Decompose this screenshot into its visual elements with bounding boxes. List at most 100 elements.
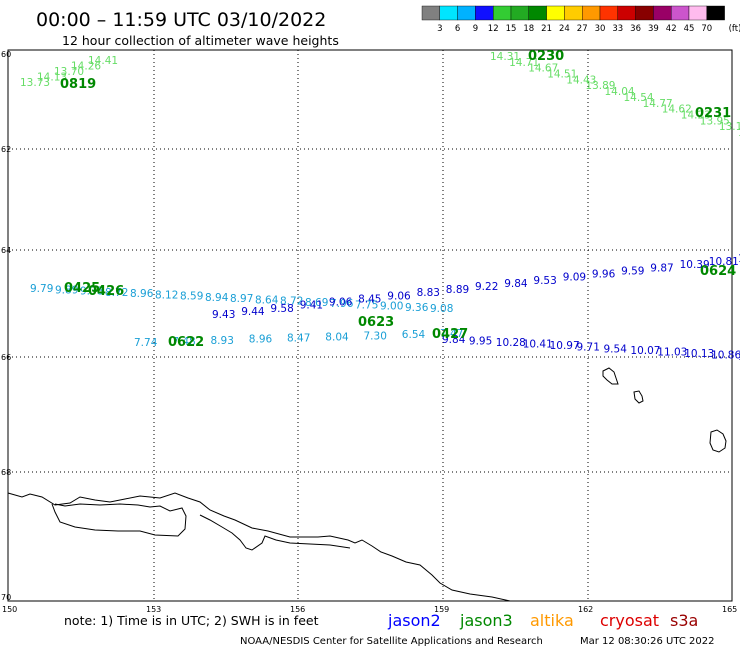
wave-height-value: 7.47: [440, 328, 463, 340]
lon-label: 156: [290, 605, 305, 614]
lon-label: 153: [146, 605, 161, 614]
scale-swatch: [617, 5, 636, 21]
wave-height-value: 9.44: [241, 306, 265, 318]
wave-height-value: 8.97: [230, 293, 253, 305]
footer-timestamp: Mar 12 08:30:26 UTC 2022: [580, 636, 715, 647]
wave-height-value: 9.53: [533, 275, 556, 287]
lat-label: 62: [1, 145, 11, 154]
scale-label: 24: [559, 24, 570, 34]
track-0230-0231: 14.3114.7114.6714.5114.4313.8914.0414.54…: [490, 49, 740, 139]
pass-time-label: 0231: [695, 106, 731, 121]
pass-time-label: 0230: [528, 49, 564, 64]
scale-label: 21: [541, 24, 552, 34]
scale-label: 30: [595, 24, 606, 34]
wave-height-value: 8.93: [211, 335, 234, 347]
wave-height-value: 13.73: [20, 77, 50, 89]
axis-labels: 60 62 64 66 68 70 150 153 156 159 162 165: [1, 50, 737, 614]
wave-height-value: 10.07: [630, 345, 660, 357]
wave-height-value: 8.45: [358, 293, 381, 305]
wave-height-value: 13.26: [738, 127, 740, 139]
wave-height-value: 10.39: [680, 259, 710, 271]
lon-label: 150: [2, 605, 17, 614]
wave-height-value: 9.08: [430, 303, 453, 315]
scale-swatch: [671, 5, 690, 21]
graticule: [8, 50, 732, 601]
pass-time-label: 0427: [432, 327, 468, 342]
wave-height-value: 14.04: [605, 86, 635, 98]
track-0425-0426: 9.79 9.89 9.38 8.72 8.96 8.12 8.59 8.94 8.97 8.64…: [30, 281, 453, 315]
lon-label: 162: [578, 605, 593, 614]
wave-height-value: 14.41: [88, 55, 118, 67]
scale-label: 70: [701, 24, 712, 34]
wave-height-value: 9.95: [469, 336, 492, 348]
wave-height-value: 8.83: [417, 287, 440, 299]
scale-label: 36: [630, 24, 641, 34]
wave-height-value: 10.28: [496, 337, 526, 349]
scale-swatch: [582, 5, 601, 21]
coastline: [7, 367, 727, 602]
wave-height-value: 10.86: [711, 350, 740, 362]
wave-height-value: 8.72: [105, 287, 128, 299]
island-north: [602, 367, 619, 385]
scale-swatch: [528, 5, 547, 21]
wave-height-value: 13.95: [700, 115, 730, 127]
wave-height-value: 14.71: [509, 57, 539, 69]
wave-height-value: 9.84: [442, 334, 466, 346]
lon-label: 165: [722, 605, 737, 614]
scale-swatch: [706, 5, 725, 21]
scale-swatch: [439, 5, 458, 21]
wave-height-value: 14.62: [662, 104, 692, 116]
footer-note: note: 1) Time is in UTC; 2) SWH is in fe…: [64, 613, 319, 628]
scale-label: 33: [612, 24, 623, 34]
scale-label: 18: [523, 24, 534, 34]
wave-height-value: 8.89: [446, 284, 469, 296]
wave-height-value: 13.70: [54, 66, 84, 78]
scale-swatch: [599, 5, 618, 21]
wave-height-value: 8.47: [287, 333, 310, 345]
lat-label: 60: [1, 50, 11, 59]
track-0622-0623: 7.74 7.48 8.93 8.96 8.47 8.04 7.30 6.54 7.47 0622…: [134, 315, 463, 350]
wave-height-value: 8.94: [205, 292, 229, 304]
wave-height-value: 9.38: [80, 286, 103, 298]
wave-height-value: 10.13: [684, 348, 714, 360]
wave-height-value: 10.41: [523, 339, 553, 351]
pass-time-label: 0622: [168, 335, 204, 350]
scale-label: 12: [488, 24, 499, 34]
scale-label: 27: [577, 24, 588, 34]
wave-height-value: 11.03: [657, 346, 687, 358]
wave-height-value: 7.74: [134, 337, 158, 349]
wave-height-value: 13.89: [585, 80, 615, 92]
wave-height-value: 14.67: [528, 63, 558, 75]
pass-time-label: 0426: [88, 284, 124, 299]
wave-height-value: 9.09: [563, 272, 586, 284]
wave-height-value: 9.59: [621, 265, 644, 277]
wave-height-value: 9.71: [577, 342, 600, 354]
scale-label: 45: [684, 24, 695, 34]
lon-label: 159: [434, 605, 449, 614]
wave-height-value: 9.22: [475, 281, 498, 293]
scale-label: 6: [455, 24, 460, 34]
wave-height-value: 14.43: [566, 74, 596, 86]
satellite-legend: jason2 jason3 altika cryosat s3a: [387, 611, 698, 630]
wave-height-value: 9.36: [405, 302, 429, 314]
wave-height-value: 10.11: [738, 351, 740, 363]
satellite-s3a: s3a: [670, 611, 698, 630]
wave-height-value: 10.81: [709, 256, 739, 268]
wave-height-value: 9.41: [300, 300, 323, 312]
scale-unit: (ft): [729, 24, 740, 34]
wave-height-value: 7.96: [330, 298, 354, 310]
island-south: [709, 429, 727, 453]
satellite-jason3: jason3: [459, 611, 513, 630]
wave-height-value: 10.91: [738, 253, 740, 265]
wave-height-value: 8.04: [325, 331, 349, 343]
wave-height-value: 8.64: [255, 294, 279, 306]
coastline-bay: [199, 514, 351, 551]
scale-swatch: [421, 5, 440, 21]
wave-height-value: 8.59: [180, 291, 203, 303]
track-jason2-east: 9.43 9.44 9.58 9.41 9.06 8.45 9.06 8.83 8.89 9.22…: [212, 253, 740, 321]
lat-label: 70: [1, 593, 11, 602]
wave-height-value: 6.54: [402, 329, 426, 341]
